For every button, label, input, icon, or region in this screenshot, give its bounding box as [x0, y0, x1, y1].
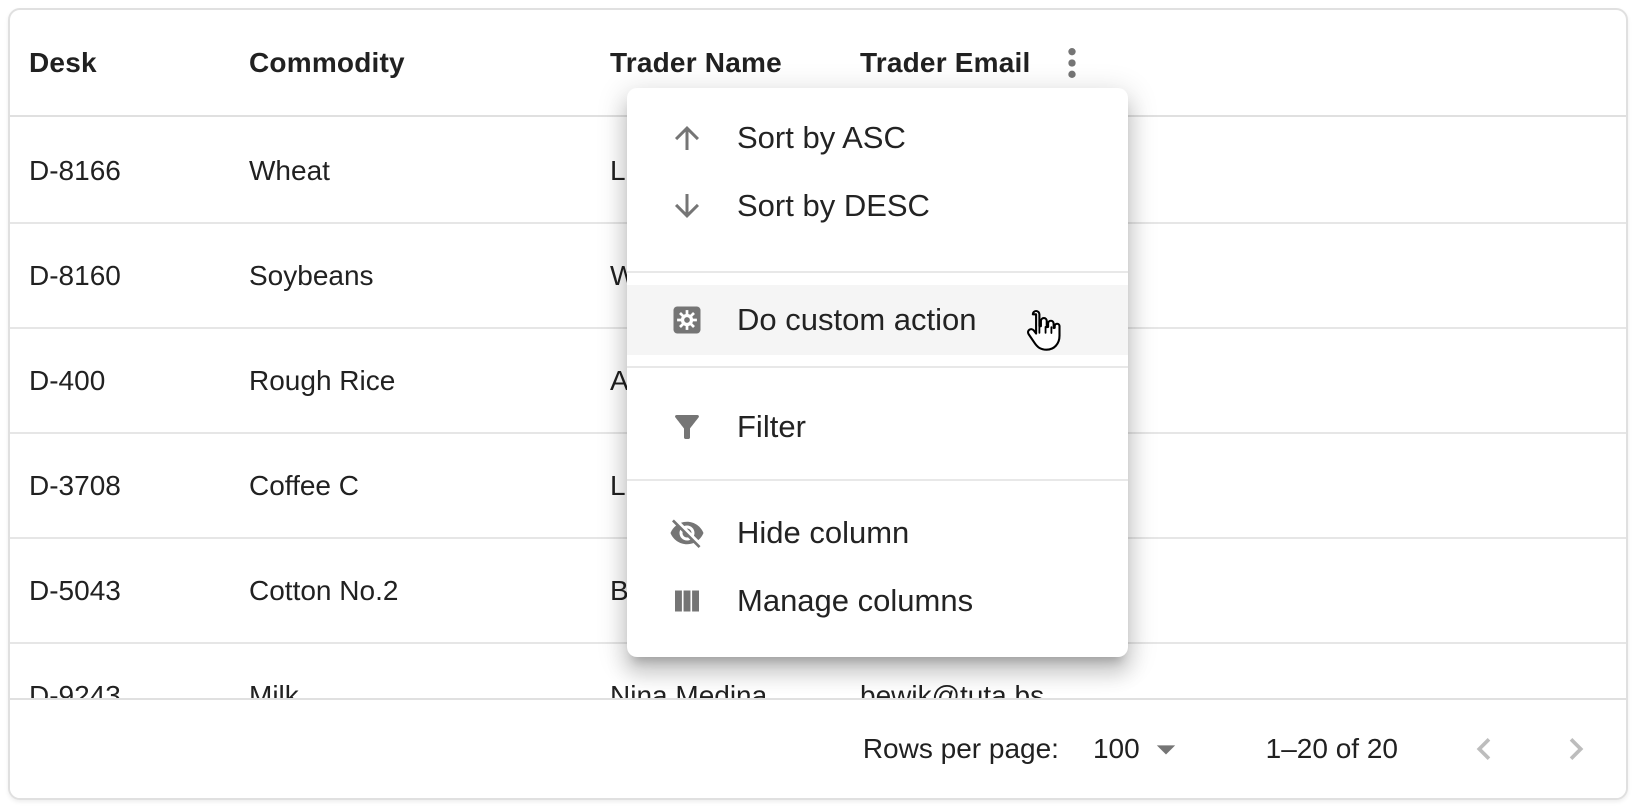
menu-item-label: Sort by DESC	[737, 188, 930, 223]
menu-divider	[627, 366, 1128, 368]
cell-trader-name: Nina Medina	[610, 679, 768, 699]
rows-per-page-select[interactable]: 100	[1093, 727, 1188, 771]
column-menu: Sort by ASC Sort by DESC	[627, 88, 1128, 657]
header-desk[interactable]: Desk	[10, 47, 230, 79]
menu-item-label: Do custom action	[737, 302, 977, 337]
cell-desk: D-9243	[29, 679, 121, 699]
cell-commodity: Cotton No.2	[249, 574, 399, 606]
previous-page-button[interactable]	[1460, 725, 1508, 773]
rows-per-page-value: 100	[1092, 733, 1140, 764]
menu-item-sort-asc[interactable]: Sort by ASC	[627, 104, 1128, 172]
menu-item-label: Filter	[737, 409, 806, 444]
cell-commodity: Coffee C	[249, 469, 359, 501]
menu-item-do-custom-action[interactable]: Do custom action	[627, 285, 1128, 355]
dropdown-arrow-icon	[1156, 745, 1175, 755]
rows-per-page-label: Rows per page:	[862, 733, 1059, 764]
menu-divider	[627, 271, 1128, 273]
cell-commodity: Rough Rice	[249, 364, 396, 396]
header-desk-label: Desk	[29, 46, 97, 78]
header-commodity[interactable]: Commodity	[230, 47, 591, 79]
settings-icon	[667, 300, 707, 340]
cell-desk: D-8166	[29, 154, 121, 186]
cell-desk: D-400	[29, 364, 106, 396]
chevron-right-icon	[1569, 738, 1584, 760]
cell-commodity: Soybeans	[249, 259, 374, 291]
column-menu-button[interactable]	[1048, 39, 1096, 87]
header-trader-email-label: Trader Email	[860, 46, 1031, 78]
cell-desk: D-8160	[29, 259, 121, 291]
pagination-range: 1–20 of 20	[1265, 733, 1398, 764]
cell-commodity: Wheat	[249, 154, 330, 186]
chevron-left-icon	[1476, 738, 1491, 760]
more-vert-icon	[1068, 47, 1077, 78]
cell-commodity: Milk	[249, 679, 299, 699]
menu-item-label: Hide column	[737, 515, 910, 550]
header-commodity-label: Commodity	[249, 46, 405, 78]
columns-icon	[667, 581, 707, 621]
menu-divider	[627, 479, 1128, 481]
grid-footer: Rows per page: 100 1–20 of 20	[10, 698, 1626, 798]
header-trader-email[interactable]: Trader Email	[841, 39, 1201, 87]
menu-item-sort-desc[interactable]: Sort by DESC	[627, 172, 1128, 240]
menu-item-label: Manage columns	[737, 583, 974, 618]
header-trader-name-label: Trader Name	[610, 46, 782, 78]
menu-item-filter[interactable]: Filter	[627, 393, 1128, 461]
menu-item-manage-columns[interactable]: Manage columns	[627, 567, 1128, 635]
cell-desk: D-3708	[29, 469, 121, 501]
next-page-button[interactable]	[1552, 725, 1600, 773]
cell-trader-email: bewik@tuta.bs	[860, 679, 1045, 699]
header-trader-name[interactable]: Trader Name	[591, 47, 841, 79]
arrow-up-icon	[667, 118, 707, 158]
filter-icon	[667, 407, 707, 447]
menu-item-hide-column[interactable]: Hide column	[627, 499, 1128, 567]
menu-item-label: Sort by ASC	[737, 120, 906, 155]
eye-off-icon	[667, 513, 707, 553]
cell-desk: D-5043	[29, 574, 121, 606]
arrow-down-icon	[667, 186, 707, 226]
